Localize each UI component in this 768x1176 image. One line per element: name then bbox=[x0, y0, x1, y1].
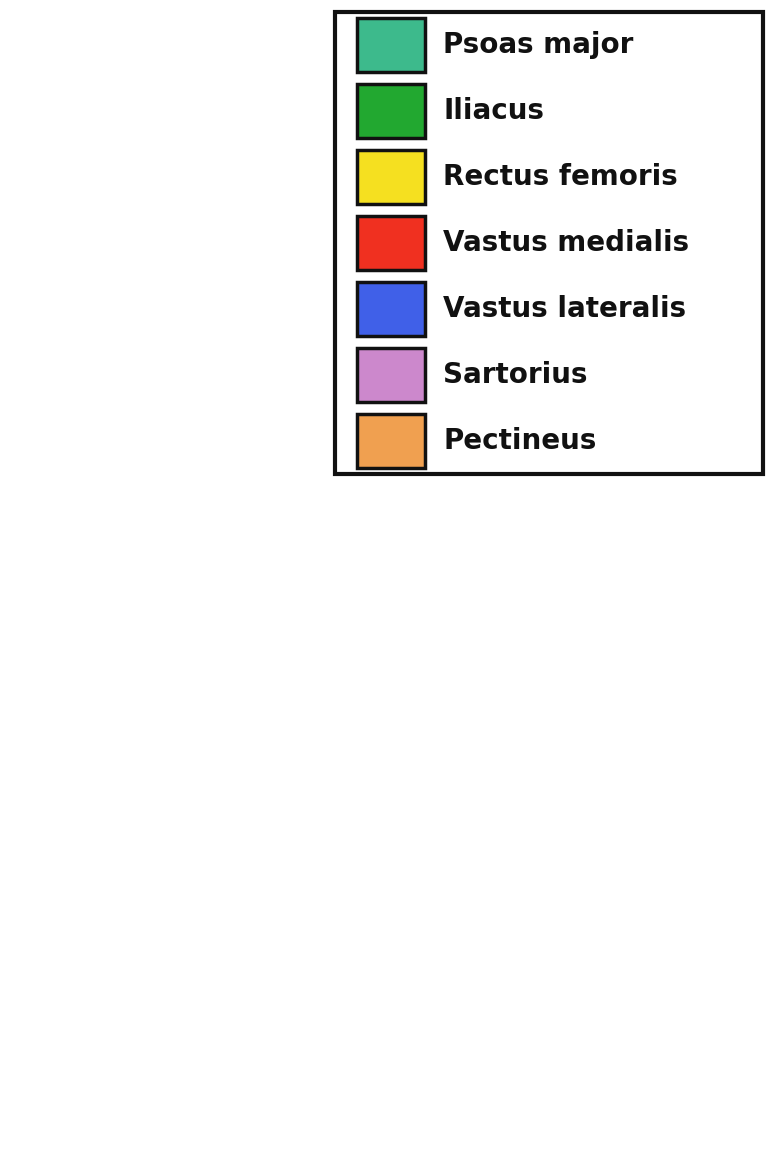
Text: Rectus femoris: Rectus femoris bbox=[443, 163, 677, 191]
Bar bbox=[357, 282, 425, 336]
Bar bbox=[357, 151, 425, 203]
Text: Psoas major: Psoas major bbox=[443, 31, 634, 59]
Text: Iliacus: Iliacus bbox=[443, 96, 544, 125]
Bar bbox=[357, 348, 425, 402]
Bar bbox=[357, 414, 425, 468]
Bar bbox=[335, 12, 763, 474]
Text: Sartorius: Sartorius bbox=[443, 361, 588, 389]
Text: Pectineus: Pectineus bbox=[443, 427, 597, 455]
Bar bbox=[357, 216, 425, 270]
Bar bbox=[357, 83, 425, 138]
Text: Vastus lateralis: Vastus lateralis bbox=[443, 295, 686, 323]
Text: Vastus medialis: Vastus medialis bbox=[443, 229, 689, 258]
Bar bbox=[357, 18, 425, 72]
